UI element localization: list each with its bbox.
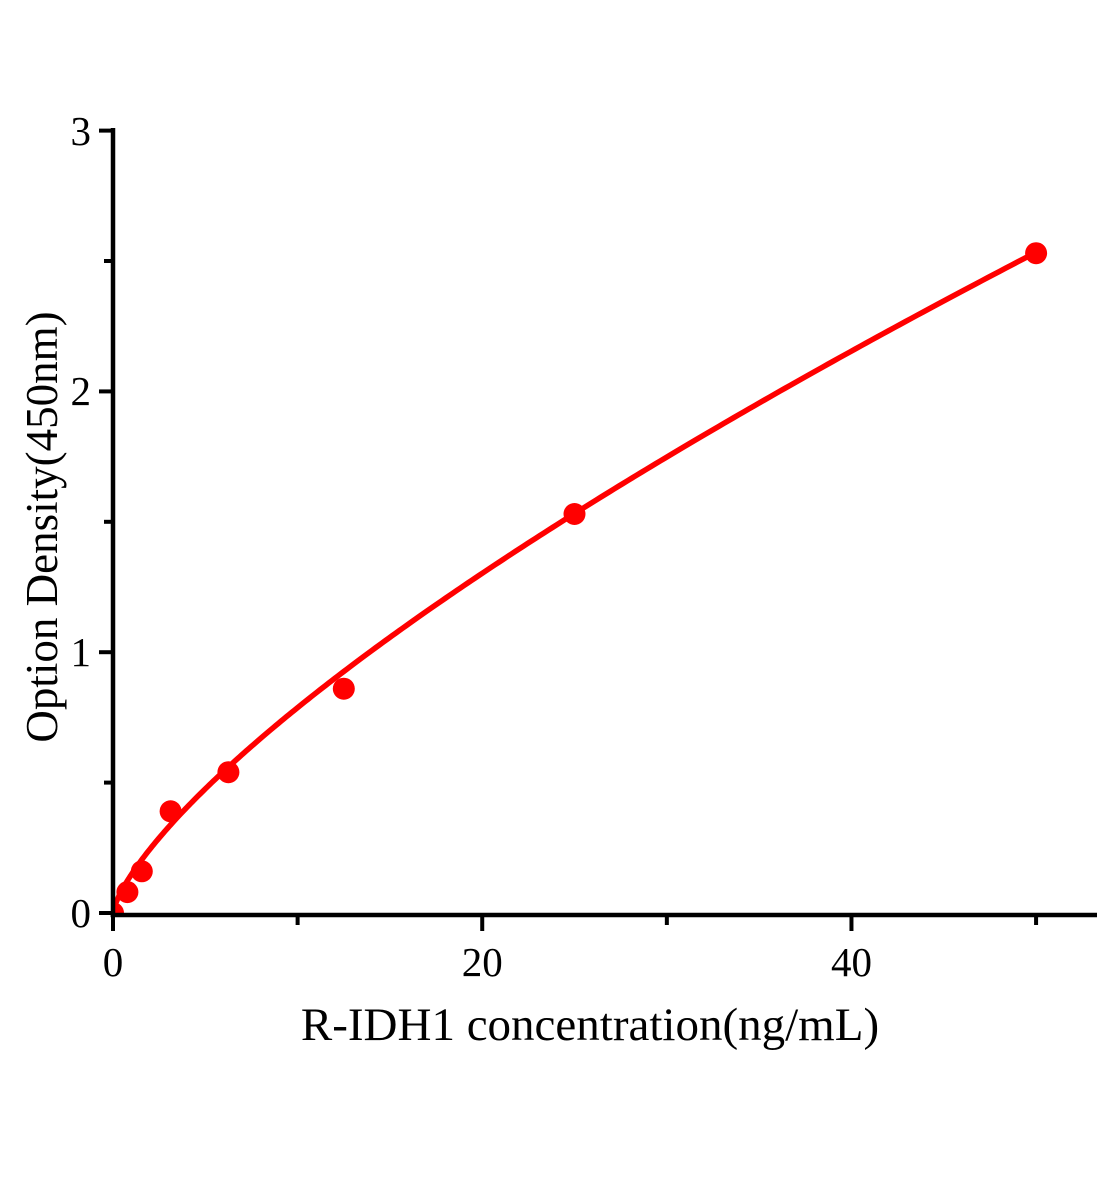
data-point [1025, 242, 1048, 265]
data-point [130, 860, 153, 883]
data-point [159, 800, 182, 823]
data-point [217, 761, 240, 784]
data-point [332, 677, 355, 700]
y-tick-label: 1 [70, 629, 92, 676]
y-axis-label: Option Density(450nm) [17, 311, 67, 743]
fit-curve [112, 249, 1039, 915]
data-point [563, 503, 586, 525]
y-tick-label: 3 [70, 107, 92, 154]
axes [110, 128, 1097, 918]
axis-ticks [99, 128, 1039, 931]
x-tick-label: 0 [102, 939, 124, 985]
x-tick-label: 20 [461, 939, 503, 985]
x-tick-label: 40 [830, 939, 872, 985]
x-axis-label: R-IDH1 concentration(ng/mL) [300, 999, 880, 1051]
y-tick-label: 2 [70, 368, 92, 415]
data-point [116, 881, 139, 904]
y-tick-label: 0 [70, 890, 92, 936]
data-series [112, 242, 1048, 915]
